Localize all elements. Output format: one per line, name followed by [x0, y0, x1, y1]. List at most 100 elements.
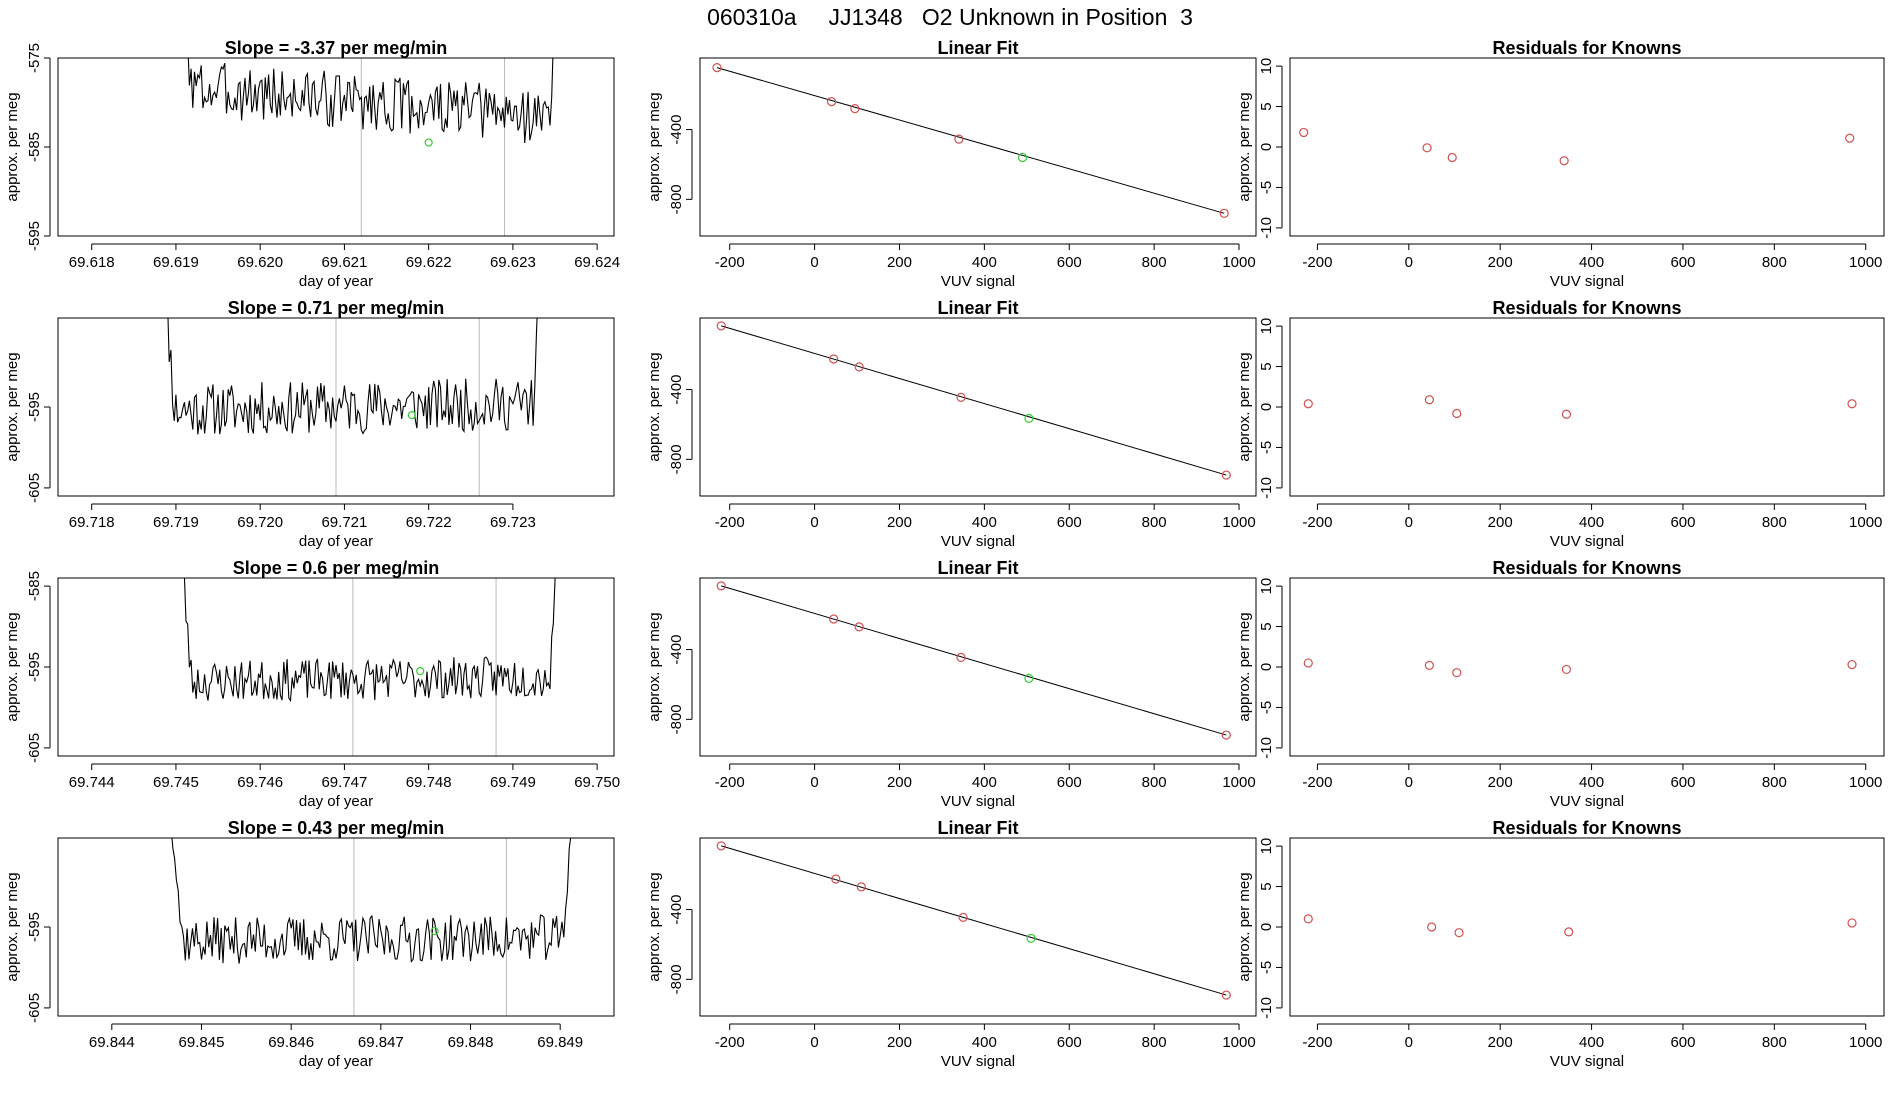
time-series-panel-row4-x-tick-label: 69.847 — [358, 1034, 404, 1051]
linear-fit-panel-row3-known-point — [716, 581, 726, 591]
time-series-panel-row4: 69.844 69.845 69.846 69.847 69.848 69.849 -595… — [4, 818, 615, 1070]
linear-fit-panel-row4-y-axis-label: approx. per meg — [646, 872, 663, 981]
time-series-panel-row3-x-tick-label: 69.747 — [321, 774, 367, 791]
linear-fit-panel-row1-x-tick-label: 800 — [1142, 254, 1167, 271]
residuals-panel-row2-x-tick-label: 800 — [1762, 514, 1787, 531]
residuals-panel-row4-x-tick-label: 200 — [1488, 1034, 1513, 1051]
residuals-panel-row2-residual-point — [1847, 399, 1857, 409]
linear-fit-panel-row1-x-tick-label: 600 — [1057, 254, 1082, 271]
residuals-panel-row2-x-tick-label: 0 — [1405, 514, 1413, 531]
residuals-panel-row1-x-tick-label: 200 — [1488, 254, 1513, 271]
linear-fit-panel-row4-known-point — [856, 882, 866, 892]
linear-fit-panel-row4-known-point — [831, 874, 841, 884]
residuals-panel-row2-x-tick-label: 200 — [1488, 514, 1513, 531]
residuals-panel-row2-y-tick-label: 10 — [1258, 318, 1275, 335]
linear-fit-panel-row2-plot-area — [716, 321, 1231, 480]
residuals-panel-row4-x-tick-label: 800 — [1762, 1034, 1787, 1051]
residuals-panel-row4-x-tick-label: 400 — [1579, 1034, 1604, 1051]
linear-fit-panel-row3-unknown-point — [1024, 673, 1034, 683]
residuals-panel-row3-y-axis-label: approx. per meg — [1236, 612, 1253, 721]
residuals-panel-row4-x-tick-label: 600 — [1670, 1034, 1695, 1051]
linear-fit-panel-row3-x-tick-label: 600 — [1057, 774, 1082, 791]
time-series-panel-row1-x-tick-label: 69.624 — [574, 254, 620, 271]
time-series-panel-row1-x-axis-label: day of year — [299, 273, 373, 290]
time-series-panel-row2-x-tick-label: 69.720 — [237, 514, 283, 531]
time-series-panel-row2-unknown-point — [407, 410, 416, 420]
residuals-panel-row3-residual-point — [1561, 664, 1572, 675]
linear-fit-panel-row2-x-tick-label: 200 — [887, 514, 912, 531]
residuals-panel-row1-x-tick-label: -200 — [1302, 254, 1332, 271]
linear-fit-panel-row2-x-tick-label: 800 — [1142, 514, 1167, 531]
residuals-panel-row1-y-tick-label: 5 — [1258, 102, 1275, 110]
time-series-panel-row1-y-tick-label: -595 — [26, 221, 43, 251]
time-series-panel-row3-x-tick-label: 69.749 — [490, 774, 536, 791]
time-series-panel-row3-y-tick-label: -605 — [26, 733, 43, 763]
time-series-panel-row3-plot-area — [183, 578, 556, 756]
time-series-panel-row4-y-axis-label: approx. per meg — [4, 872, 21, 981]
time-series-panel-row3-trace — [183, 578, 556, 703]
residuals-panel-row3-residual-point — [1452, 668, 1462, 678]
time-series-panel-row1-x-tick-label: 69.619 — [153, 254, 199, 271]
residuals-panel-row1-title: Residuals for Knowns — [1492, 38, 1681, 58]
time-series-panel-row4-title: Slope = 0.43 per meg/min — [228, 818, 445, 838]
time-series-panel-row2-x-tick-label: 69.723 — [490, 514, 536, 531]
residuals-panel-row3-y-tick-label: 0 — [1258, 663, 1275, 671]
linear-fit-panel-row3-title: Linear Fit — [937, 558, 1018, 578]
time-series-panel-row1-x-tick-label: 69.620 — [237, 254, 283, 271]
linear-fit-panel-row3-x-tick-label: 0 — [810, 774, 818, 791]
residuals-panel-row3-x-tick-label: 400 — [1579, 774, 1604, 791]
time-series-panel-row2-x-tick-label: 69.721 — [321, 514, 367, 531]
residuals-panel-row2: -200 0 200 400 600 800 1000 10 5 0 -5 -10 VUV signal… — [1236, 298, 1885, 550]
residuals-panel-row1-x-tick-label: 0 — [1405, 254, 1413, 271]
time-series-panel-row3: 69.744 69.745 69.746 69.747 69.748 69.749 69.7… — [4, 558, 620, 810]
linear-fit-panel-row4-known-point — [716, 841, 726, 851]
residuals-panel-row1-x-tick-label: 800 — [1762, 254, 1787, 271]
linear-fit-panel-row4-x-tick-label: 600 — [1057, 1034, 1082, 1051]
linear-fit-panel-row4-fit-line — [721, 845, 1227, 996]
linear-fit-panel-row2-y-axis-label: approx. per meg — [646, 352, 663, 461]
linear-fit-panel-row1-y-tick-label: -800 — [668, 184, 685, 214]
time-series-panel-row1-x-tick-label: 69.618 — [69, 254, 115, 271]
linear-fit-panel-row4-x-tick-label: -200 — [715, 1034, 745, 1051]
residuals-panel-row4-x-tick-label: 1000 — [1849, 1034, 1882, 1051]
residuals-panel-row2-residual-point — [1561, 409, 1572, 419]
linear-fit-panel-row2-y-tick-label: -400 — [668, 375, 685, 405]
linear-fit-panel-row3-x-axis-label: VUV signal — [941, 793, 1015, 810]
residuals-panel-row1-residual-point — [1422, 143, 1432, 153]
time-series-panel-row3-x-tick-label: 69.745 — [153, 774, 199, 791]
linear-fit-panel-row4-known-point — [958, 912, 968, 923]
residuals-panel-row2-x-axis-label: VUV signal — [1550, 533, 1624, 550]
residuals-panel-row3-frame — [1289, 577, 1885, 757]
linear-fit-panel-row1-x-tick-label: -200 — [715, 254, 745, 271]
time-series-panel-row2-title: Slope = 0.71 per meg/min — [228, 298, 445, 318]
linear-fit-panel-row2-y-tick-label: -800 — [668, 444, 685, 474]
residuals-panel-row1-plot-area — [1299, 127, 1855, 166]
linear-fit-panel-row2-known-point — [854, 362, 864, 372]
linear-fit-panel-row1-x-axis-label: VUV signal — [941, 273, 1015, 290]
residuals-panel-row3-residual-point — [1424, 660, 1434, 670]
time-series-panel-row2-x-tick-label: 69.722 — [406, 514, 452, 531]
linear-fit-panel-row1-unknown-point — [1017, 152, 1028, 163]
linear-fit-panel-row1-y-axis-label: approx. per meg — [646, 92, 663, 201]
residuals-panel-row2-y-tick-label: 0 — [1258, 403, 1275, 411]
residuals-panel-row3-y-tick-label: -10 — [1258, 737, 1275, 759]
linear-fit-panel-row1-x-tick-label: 400 — [972, 254, 997, 271]
residuals-panel-row3-x-tick-label: 1000 — [1849, 774, 1882, 791]
residuals-panel-row4-x-tick-label: 0 — [1405, 1034, 1413, 1051]
linear-fit-panel-row1-known-point — [826, 97, 837, 107]
linear-fit-panel-row3-x-tick-label: 200 — [887, 774, 912, 791]
time-series-panel-row1-y-tick-label: -585 — [26, 132, 43, 162]
time-series-panel-row2-frame — [57, 317, 615, 497]
residuals-panel-row3-residual-point — [1847, 659, 1857, 670]
residuals-panel-row2-y-tick-label: -5 — [1258, 441, 1275, 454]
linear-fit-panel-row4-x-axis-label: VUV signal — [941, 1053, 1015, 1070]
residuals-panel-row3-title: Residuals for Knowns — [1492, 558, 1681, 578]
residuals-panel-row4-x-axis-label: VUV signal — [1550, 1053, 1624, 1070]
linear-fit-panel-row3-y-tick-label: -400 — [668, 635, 685, 665]
time-series-panel-row3-title: Slope = 0.6 per meg/min — [233, 558, 440, 578]
residuals-panel-row1-frame — [1289, 57, 1885, 237]
residuals-panel-row1-y-tick-label: -10 — [1258, 217, 1275, 239]
linear-fit-panel-row1-x-tick-label: 200 — [887, 254, 912, 271]
linear-fit-panel-row3-known-point — [956, 652, 966, 663]
